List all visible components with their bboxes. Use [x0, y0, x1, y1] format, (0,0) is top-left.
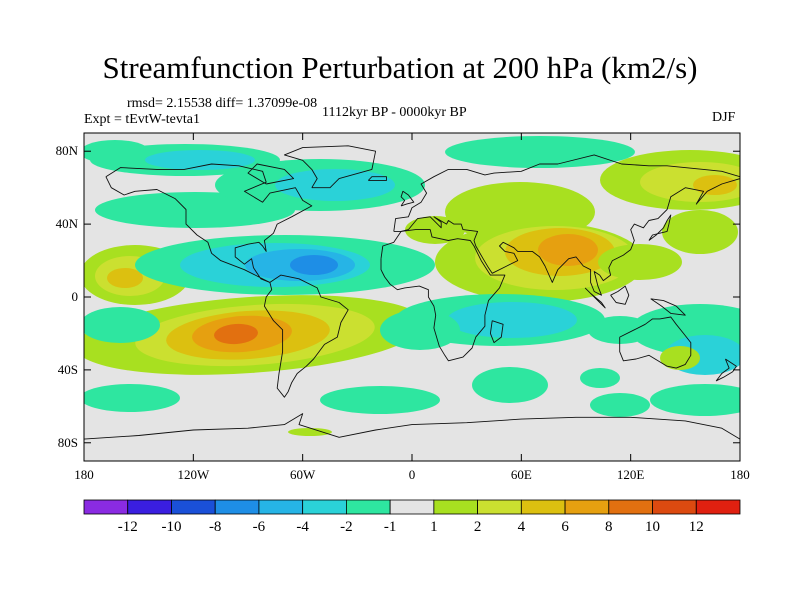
contour-region	[445, 136, 635, 168]
lat-label: 40N	[55, 216, 78, 232]
colorbar	[83, 499, 741, 515]
coastline-borneo	[610, 285, 630, 305]
contour-region	[538, 234, 598, 266]
colorbar-label: -4	[296, 519, 309, 535]
colorbar-swatch	[564, 499, 610, 515]
contour-region	[472, 367, 548, 403]
contour-region	[660, 346, 700, 370]
contour-region	[290, 255, 338, 275]
colorbar-swatch	[652, 499, 697, 515]
colorbar-swatch	[127, 499, 172, 515]
coastline-south-america	[263, 274, 349, 398]
coastline-baffin	[247, 163, 295, 185]
period-label: 1112kyr BP - 0000kyr BP	[322, 105, 467, 120]
colorbar-label: -12	[117, 519, 138, 535]
colorbar-swatch	[258, 499, 304, 515]
contour-region	[145, 150, 255, 170]
contour-region	[320, 386, 440, 414]
lon-label: 120W	[177, 467, 210, 482]
lon-label: 180	[74, 467, 94, 482]
colorbar-label: 12	[688, 519, 704, 535]
experiment-label: Expt = tEvtW-tevta1	[84, 112, 200, 127]
coastline-australia	[619, 316, 692, 369]
contour-region	[84, 384, 180, 412]
contour-region	[650, 384, 740, 416]
lon-label: 180	[730, 467, 750, 482]
contour-region	[588, 316, 652, 344]
coastline-europe-asia	[393, 154, 740, 296]
contour-region	[288, 428, 332, 436]
colorbar-swatch	[171, 499, 216, 515]
colorbar-swatch	[608, 499, 653, 515]
coastline-greenland	[283, 145, 377, 189]
coastline-africa	[380, 229, 506, 362]
colorbar-label: 6	[561, 519, 569, 535]
contour-region	[275, 169, 395, 201]
contour-region	[84, 307, 160, 343]
colorbar-label: -10	[161, 519, 182, 535]
colorbar-swatch	[302, 499, 347, 515]
coastline-new-guinea	[650, 298, 686, 316]
coastline-new-zealand	[715, 358, 737, 382]
colorbar-swatch	[83, 499, 129, 515]
contour-region	[662, 210, 738, 254]
colorbar-swatch	[520, 499, 566, 515]
colorbar-label: 10	[645, 519, 661, 535]
axis-ticks	[83, 133, 741, 461]
coastline-japan	[648, 214, 672, 241]
lat-label: 0	[71, 289, 79, 304]
colorbar-label: 4	[517, 519, 526, 535]
contour-region	[107, 268, 143, 288]
colorbar-swatch	[345, 499, 391, 515]
coastlines	[84, 145, 740, 440]
colorbar-label: -6	[252, 519, 266, 535]
colorbar-label: 2	[473, 519, 482, 535]
lat-label: 40S	[57, 361, 78, 377]
lon-label: 0	[408, 467, 416, 482]
colorbar-label: -2	[340, 519, 353, 535]
season-label: DJF	[712, 110, 736, 125]
contour-region	[214, 323, 258, 345]
contour-region	[405, 216, 465, 244]
coastline-north-america	[105, 163, 313, 283]
contour-region	[590, 393, 650, 417]
colorbar-swatch	[214, 499, 260, 515]
contour-region	[380, 310, 460, 350]
lat-label: 80N	[55, 143, 78, 159]
contour-field	[84, 136, 740, 436]
lon-label: 120E	[616, 467, 645, 482]
coastline-iceland	[367, 176, 387, 181]
lon-label: 60W	[290, 467, 316, 482]
coastline-antarctica	[84, 413, 740, 440]
coastline-british-isles	[400, 190, 415, 207]
map-title: Streamfunction Perturbation at 200 hPa (…	[102, 50, 698, 85]
contour-region	[693, 175, 737, 195]
colorbar-swatch	[695, 499, 741, 515]
stats-text: rmsd= 2.15538 diff= 1.37099e-08	[127, 96, 318, 111]
lat-label: 80S	[57, 434, 78, 450]
contour-region	[84, 140, 150, 164]
contour-region	[580, 368, 620, 388]
coastline-indonesia	[584, 287, 606, 309]
lon-label: 60E	[510, 467, 532, 482]
contour-region	[598, 244, 682, 280]
colorbar-swatch	[477, 499, 522, 515]
colorbar-swatch	[433, 499, 479, 515]
colorbar-swatch	[389, 499, 435, 515]
colorbar-label: -8	[208, 519, 222, 535]
coastline-madagascar	[489, 320, 504, 344]
colorbar-label: 8	[605, 519, 613, 535]
colorbar-label: -1	[383, 519, 397, 535]
contour-region	[447, 302, 577, 338]
colorbar-label: 1	[430, 519, 438, 535]
